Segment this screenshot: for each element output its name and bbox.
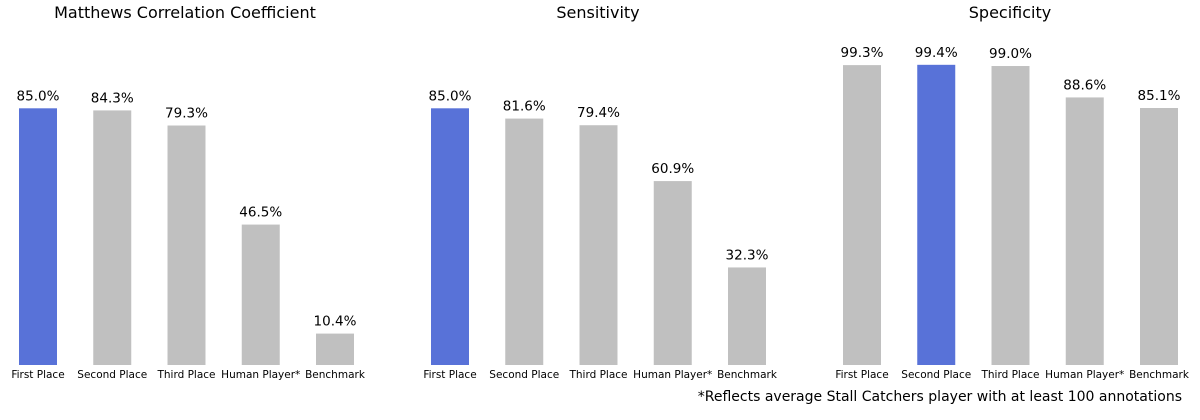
category-label-3-3: Third Place xyxy=(980,369,1039,381)
bar-3-2 xyxy=(917,64,956,365)
bar-2-5 xyxy=(728,267,766,365)
category-label-1-1: First Place xyxy=(11,369,64,381)
bar-1-3 xyxy=(167,125,206,365)
category-label-3-1: First Place xyxy=(835,369,888,381)
data-label-2-4: 60.9% xyxy=(651,161,694,177)
data-label-1-5: 10.4% xyxy=(314,314,357,330)
data-label-3-2: 99.4% xyxy=(915,45,958,61)
data-label-3-5: 85.1% xyxy=(1138,88,1181,104)
category-label-1-3: Third Place xyxy=(156,369,215,381)
chart-title-2: Sensitivity xyxy=(556,3,639,22)
bar-2-2 xyxy=(505,118,544,366)
category-label-2-3: Third Place xyxy=(568,369,627,381)
data-label-3-3: 99.0% xyxy=(989,46,1032,62)
category-label-2-2: Second Place xyxy=(489,369,559,381)
data-label-2-5: 32.3% xyxy=(726,247,769,263)
category-label-3-4: Human Player* xyxy=(1045,369,1124,381)
category-label-2-4: Human Player* xyxy=(633,369,712,381)
data-label-3-1: 99.3% xyxy=(841,45,884,61)
data-label-2-1: 85.0% xyxy=(429,88,472,104)
bar-3-3 xyxy=(991,66,1030,366)
chart-title-1: Matthews Correlation Coefficient xyxy=(54,3,316,22)
data-label-1-3: 79.3% xyxy=(165,106,208,122)
category-label-1-5: Benchmark xyxy=(305,369,366,381)
bar-3-5 xyxy=(1140,107,1178,366)
category-label-1-4: Human Player* xyxy=(221,369,300,381)
category-label-3-2: Second Place xyxy=(901,369,971,381)
footnote: *Reflects average Stall Catchers player … xyxy=(697,389,1182,405)
bar-3-1 xyxy=(843,65,881,365)
bar-2-1 xyxy=(431,108,469,366)
bar-1-1 xyxy=(19,108,57,366)
bar-1-2 xyxy=(93,110,132,365)
bar-2-3 xyxy=(579,125,618,365)
bar-2-4 xyxy=(653,181,692,365)
data-label-2-3: 79.4% xyxy=(577,105,620,121)
data-label-3-4: 88.6% xyxy=(1063,77,1106,93)
data-label-1-4: 46.5% xyxy=(239,205,282,221)
category-label-3-5: Benchmark xyxy=(1129,369,1190,381)
bar-1-5 xyxy=(316,333,354,365)
chart-title-3: Specificity xyxy=(969,3,1051,22)
category-label-2-5: Benchmark xyxy=(717,369,778,381)
data-label-2-2: 81.6% xyxy=(503,99,546,115)
category-label-2-1: First Place xyxy=(423,369,476,381)
bar-3-4 xyxy=(1065,97,1104,365)
data-label-1-1: 85.0% xyxy=(17,88,60,104)
bar-1-4 xyxy=(241,224,280,365)
category-label-1-2: Second Place xyxy=(77,369,147,381)
data-label-1-2: 84.3% xyxy=(91,90,134,106)
